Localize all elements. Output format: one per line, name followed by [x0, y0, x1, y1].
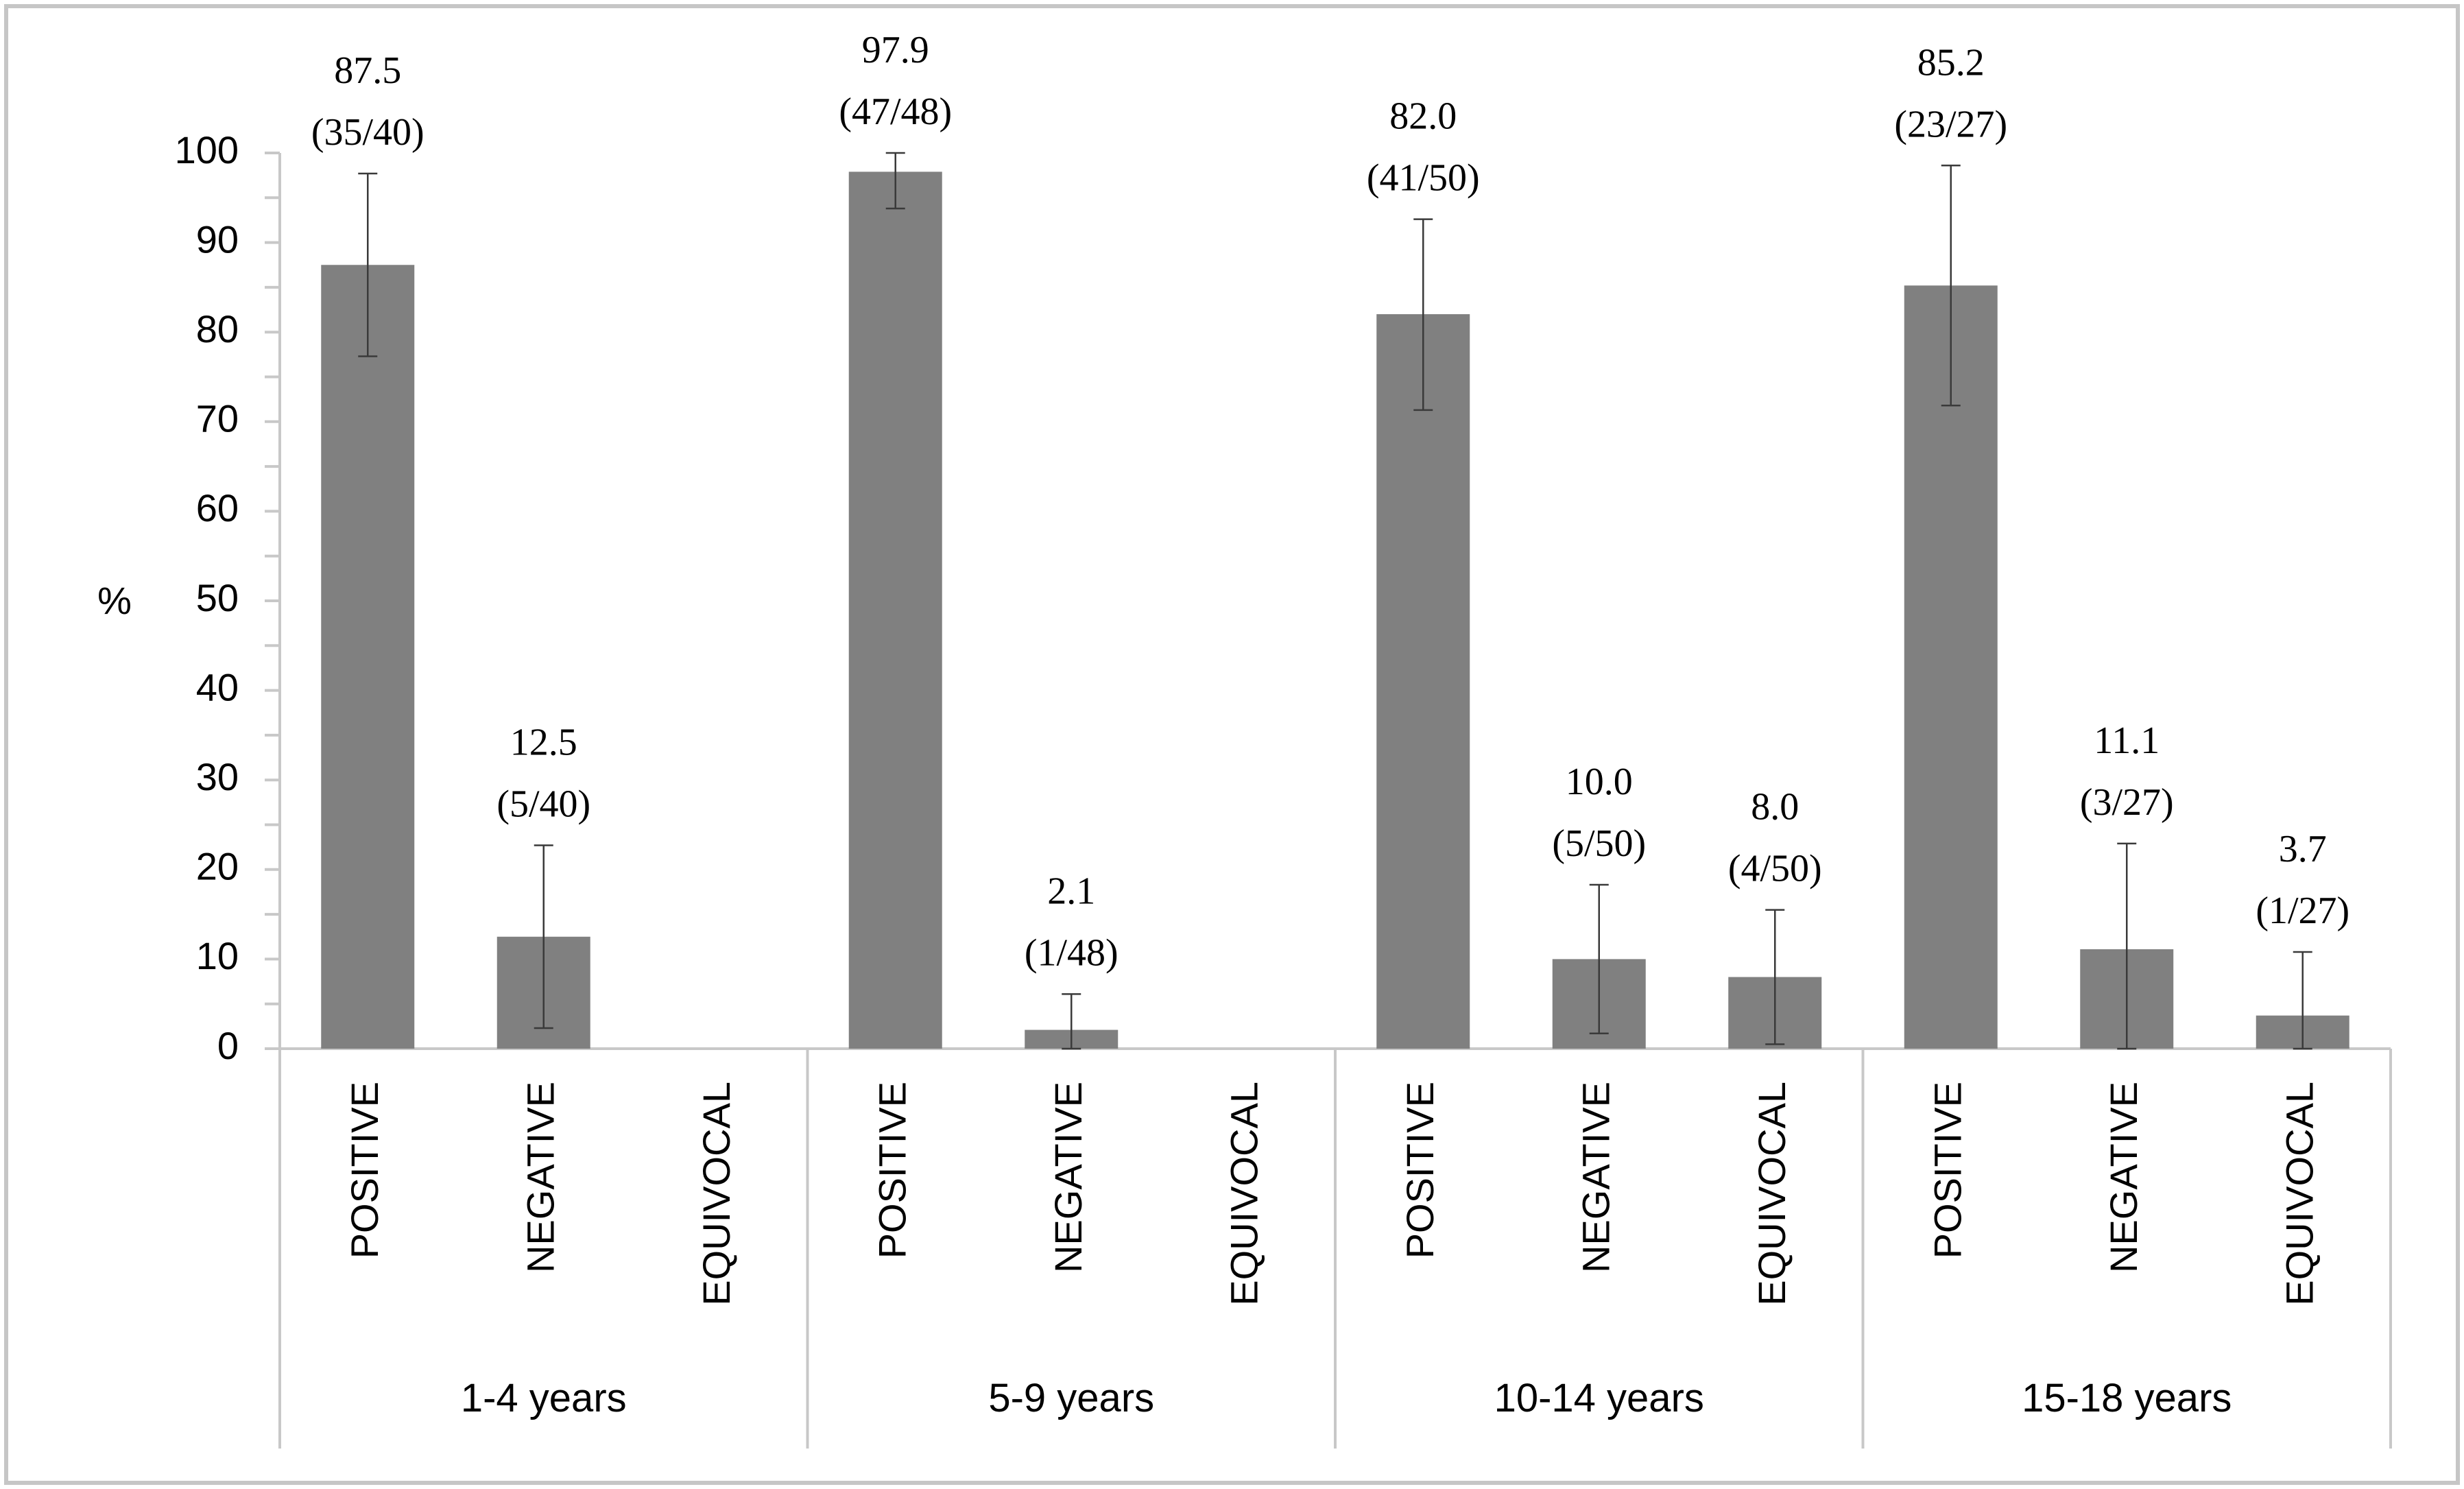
data-label-value: 12.5 [510, 722, 577, 764]
data-label-fraction: (47/48) [839, 91, 952, 133]
data-label-value: 82.0 [1389, 95, 1457, 138]
y-tick-label: 70 [196, 397, 239, 440]
data-label-fraction: (41/50) [1367, 157, 1480, 200]
data-label-fraction: (5/40) [497, 783, 590, 826]
y-tick-label: 50 [196, 576, 239, 619]
y-tick-label: 80 [196, 307, 239, 350]
bar [848, 171, 942, 1049]
data-label-fraction: (3/27) [2080, 781, 2174, 824]
bar [321, 265, 415, 1049]
y-tick-label: 60 [196, 486, 239, 529]
category-tick-label: NEGATIVE [519, 1082, 562, 1273]
group-label: 5-9 years [988, 1376, 1154, 1420]
y-tick-label: 40 [196, 665, 239, 708]
data-label-value: 97.9 [862, 29, 929, 71]
category-tick-label: EQUIVOCAL [1750, 1082, 1793, 1306]
data-label-value: 2.1 [1047, 870, 1095, 912]
category-tick-label: NEGATIVE [1575, 1082, 1618, 1273]
y-tick-label: 20 [196, 845, 239, 888]
group-label: 15-18 years [2022, 1376, 2232, 1420]
y-tick-label: 10 [196, 934, 239, 977]
category-tick-label: EQUIVOCAL [1223, 1082, 1266, 1306]
y-tick-label: 30 [196, 755, 239, 798]
y-tick-label: 0 [217, 1024, 239, 1067]
data-label-fraction: (23/27) [1894, 103, 2007, 145]
data-label-value: 11.1 [2094, 719, 2160, 762]
bar [1904, 285, 1998, 1049]
y-tick-label: 100 [175, 128, 239, 171]
data-label-fraction: (1/48) [1025, 931, 1119, 974]
y-tick-label: 90 [196, 217, 239, 261]
category-tick-label: EQUIVOCAL [695, 1082, 738, 1306]
group-label: 1-4 years [461, 1376, 627, 1420]
category-tick-label: POSITIVE [1926, 1082, 1970, 1259]
chart-frame [4, 4, 2460, 1485]
category-tick-label: NEGATIVE [1046, 1082, 1090, 1273]
data-label-fraction: (4/50) [1728, 848, 1822, 890]
bar [1376, 314, 1470, 1049]
data-label-value: 3.7 [2279, 828, 2327, 870]
data-label-value: 87.5 [334, 49, 401, 92]
data-label-fraction: (1/27) [2256, 890, 2349, 932]
category-tick-label: POSITIVE [871, 1082, 914, 1259]
data-label-value: 8.0 [1751, 786, 1799, 829]
y-axis-label: % [97, 579, 132, 622]
category-tick-label: EQUIVOCAL [2278, 1082, 2321, 1306]
category-tick-label: POSITIVE [343, 1082, 386, 1259]
category-tick-label: NEGATIVE [2102, 1082, 2145, 1273]
data-label-value: 10.0 [1566, 761, 1633, 803]
category-tick-label: POSITIVE [1398, 1082, 1442, 1259]
data-label-fraction: (5/50) [1552, 822, 1646, 865]
data-label-value: 85.2 [1917, 41, 1985, 84]
data-label-fraction: (35/40) [311, 111, 424, 154]
group-label: 10-14 years [1494, 1376, 1704, 1420]
